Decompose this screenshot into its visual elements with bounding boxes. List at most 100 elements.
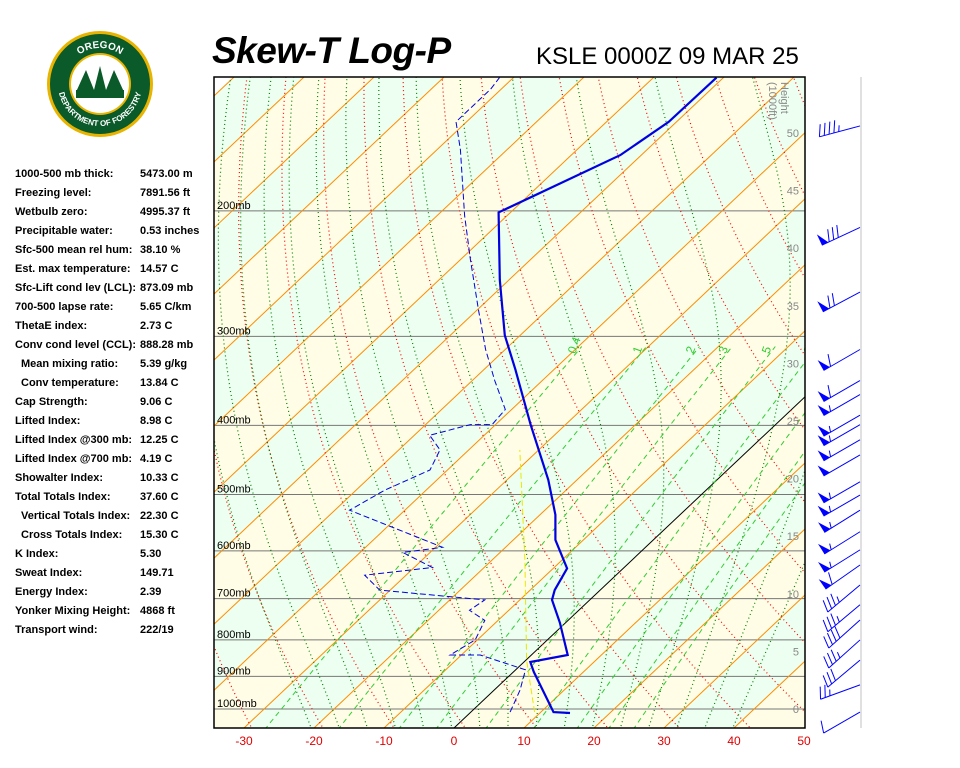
moist-adiabat	[217, 77, 340, 728]
wind-barb	[822, 584, 861, 613]
stat-row: Est. max temperature: 14.57 C	[15, 263, 199, 282]
wind-barb	[818, 549, 861, 573]
stat-row: 1000-500 mb thick: 5473.00 m	[15, 168, 199, 187]
dry-adiabat	[828, 65, 960, 730]
stat-value: 22.30 C	[140, 510, 179, 522]
mixing-ratio-line	[436, 346, 733, 728]
stat-value: 12.25 C	[140, 434, 179, 446]
height-axis-unit: (1000ft)	[766, 82, 778, 120]
wind-barb-half-feather	[828, 425, 832, 433]
wind-barb-flag	[818, 561, 831, 573]
mixing-ratio-line	[398, 346, 700, 728]
dry-adiabat	[281, 77, 467, 728]
pressure-label: 1000mb	[217, 698, 257, 710]
x-tick-label: 10	[517, 734, 531, 748]
wind-barb	[820, 711, 861, 734]
mixing-ratio-label: 8	[801, 344, 817, 355]
stat-row: K Index: 5.30	[15, 548, 199, 567]
wind-barb-flag	[817, 301, 830, 312]
isotherm	[214, 77, 725, 559]
wind-barb-flag	[818, 543, 831, 555]
stat-label: Mean mixing ratio:	[21, 358, 119, 370]
stat-label: Freezing level:	[15, 187, 92, 199]
wind-barb-feather	[828, 572, 833, 585]
stat-value: 873.09 mb	[140, 282, 194, 294]
wind-barb-feather	[831, 227, 835, 240]
stat-value: 10.33 C	[140, 472, 179, 484]
wind-barb-feather	[830, 668, 836, 681]
wind-barb-feather	[827, 354, 832, 367]
isotherm	[214, 77, 235, 97]
stat-value: 38.10 %	[140, 244, 181, 256]
wind-barb-flag	[817, 505, 830, 517]
isotherm	[214, 77, 445, 295]
stat-row: Mean mixing ratio: 5.39 g/kg	[15, 358, 199, 377]
pressure-label: 400mb	[217, 414, 251, 426]
stat-label: Est. max temperature:	[15, 263, 131, 275]
wind-barb-feather	[826, 596, 833, 610]
oregon-department-of-forestry-logo: OREGON DEPARTMENT OF FORESTRY	[47, 31, 153, 137]
stat-row: ThetaE index: 2.73 C	[15, 320, 199, 339]
wind-barb-half-feather	[829, 543, 832, 550]
height-tick-label: 20	[787, 474, 799, 486]
mixing-ratio-line	[485, 346, 776, 728]
temperature-band	[214, 132, 805, 728]
sounding-indices-panel: 1000-500 mb thick: 5473.00 m Freezing leve…	[15, 168, 199, 643]
moist-adiabat	[676, 77, 791, 728]
stat-label: Total Totals Index:	[15, 491, 111, 503]
dry-adiabat	[558, 77, 805, 574]
wind-barb-feather	[834, 626, 841, 639]
wind-barb-flag	[817, 450, 830, 461]
stat-value: 4995.37 ft	[140, 206, 191, 218]
moist-adiabat	[415, 77, 540, 728]
wind-barb-feather	[820, 720, 825, 734]
wind-barb	[817, 414, 861, 437]
mixing-ratio-label: 5	[759, 344, 775, 355]
wind-barb	[817, 481, 861, 504]
dry-adiabat	[98, 65, 181, 730]
stat-value: 0.53 inches	[140, 225, 200, 237]
wind-barb-shaft	[828, 619, 861, 649]
stat-value: 15.30 C	[140, 529, 179, 541]
stat-row: Sfc-Lift cond lev (LCL): 873.09 mb	[15, 282, 199, 301]
x-tick-label: 0	[451, 734, 458, 748]
stat-value: 5.65 C/km	[140, 301, 192, 313]
height-tick-label: 45	[787, 186, 799, 198]
svg-text:OREGON: OREGON	[75, 40, 125, 57]
wind-barb-feather	[830, 593, 836, 606]
wind-barb-feather	[823, 656, 830, 669]
stat-value: 5.30	[140, 548, 162, 560]
x-tick-label: 50	[797, 734, 811, 748]
wind-barb	[817, 291, 861, 313]
stat-row: Energy Index: 2.39	[15, 586, 199, 605]
wind-barb	[817, 380, 861, 402]
height-tick-label: 25	[787, 416, 799, 428]
dry-adiabat	[519, 77, 805, 644]
wind-barb-shaft	[823, 439, 861, 462]
wind-barb	[818, 564, 861, 590]
wind-barb-feather	[827, 229, 830, 242]
pressure-label: 500mb	[217, 483, 251, 495]
wind-barb-flag	[817, 360, 830, 371]
wind-barb-half-feather	[828, 405, 832, 412]
dry-adiabat	[363, 77, 609, 728]
height-tick-label: 0	[793, 704, 799, 716]
pressure-label: 200mb	[217, 200, 251, 212]
stat-label: K Index:	[15, 548, 59, 560]
mixing-ratio-label: 1	[630, 344, 646, 355]
wind-barb-flag	[817, 465, 830, 476]
mixing-ratio-line	[533, 361, 805, 728]
wind-barb	[817, 454, 861, 477]
wind-barb-flag	[817, 405, 830, 416]
stat-row: Showalter Index: 10.33 C	[15, 472, 199, 491]
pressure-label: 700mb	[217, 588, 251, 600]
stat-row: Transport wind: 222/19	[15, 624, 199, 643]
wind-barb	[819, 684, 861, 700]
height-tick-label: 40	[787, 243, 799, 255]
wind-barb-shaft	[823, 380, 861, 402]
moist-adiabat	[240, 77, 368, 728]
pressure-label: 300mb	[217, 325, 251, 337]
x-tick-label: -20	[305, 734, 323, 748]
stat-row: Conv temperature: 13.84 C	[15, 377, 199, 396]
mixing-ratio-label: 0.4	[565, 335, 584, 356]
